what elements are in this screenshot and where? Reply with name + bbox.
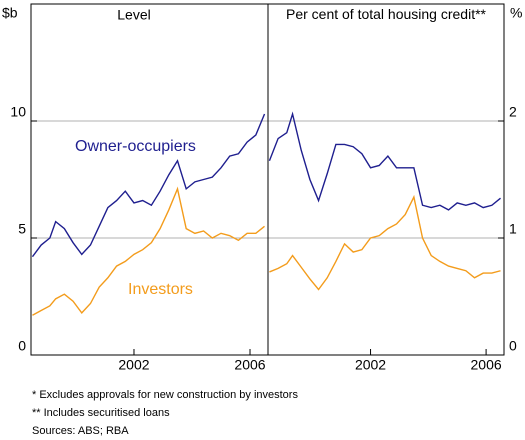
y-tick-label: 0 <box>18 338 26 354</box>
x-tick-label: 2002 <box>355 357 386 373</box>
y-axis-label: % <box>510 5 522 21</box>
y-axis-label: $b <box>2 5 18 21</box>
series-label: Owner-occupiers <box>75 138 196 155</box>
x-tick-label: 2002 <box>118 357 149 373</box>
footnote: ** Includes securitised loans <box>32 407 170 419</box>
series-line <box>32 186 265 316</box>
panel-title: Per cent of total housing credit** <box>285 6 486 22</box>
y-tick-label: 5 <box>18 221 26 237</box>
panel-title: Level <box>117 7 150 23</box>
x-tick-label: 2006 <box>471 357 502 373</box>
y-tick-label: 2 <box>509 104 517 120</box>
series-label: Investors <box>128 281 193 298</box>
y-tick-label: 0 <box>509 338 517 354</box>
x-tick-label: 2006 <box>234 357 265 373</box>
y-tick-label: 10 <box>10 104 26 120</box>
series-line <box>31 113 266 258</box>
series-line <box>269 194 501 291</box>
footnote: * Excludes approvals for new constructio… <box>32 389 298 401</box>
y-tick-label: 1 <box>509 221 517 237</box>
footnote: Sources: ABS; RBA <box>32 425 129 437</box>
series-line <box>268 111 501 211</box>
